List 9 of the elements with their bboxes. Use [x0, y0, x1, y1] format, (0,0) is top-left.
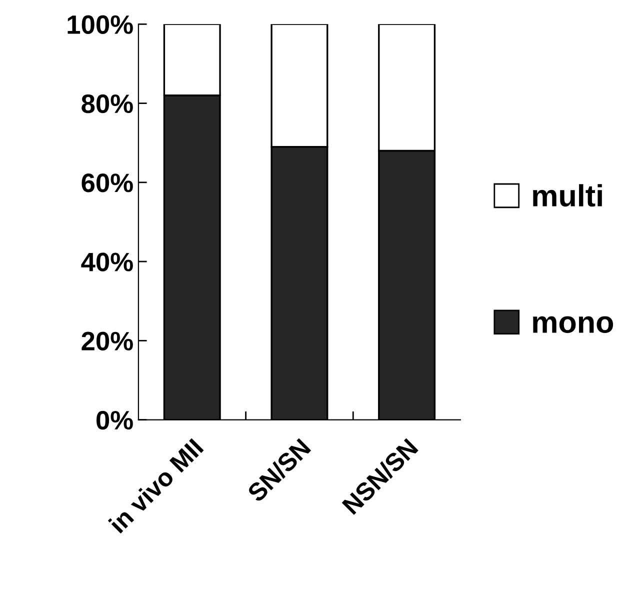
- y-tick-label: 100%: [68, 15, 133, 34]
- x-tick-label: in vivo MII: [108, 438, 204, 534]
- y-tick-label: 80%: [82, 94, 133, 114]
- y-tick-label: 40%: [81, 252, 133, 272]
- y-tick-label: 60%: [82, 174, 133, 192]
- legend-label: multi: [533, 184, 602, 207]
- y-tick-label: 0%: [96, 410, 133, 430]
- legend-label: mono: [533, 316, 614, 334]
- y-tick-label: 20%: [82, 332, 133, 350]
